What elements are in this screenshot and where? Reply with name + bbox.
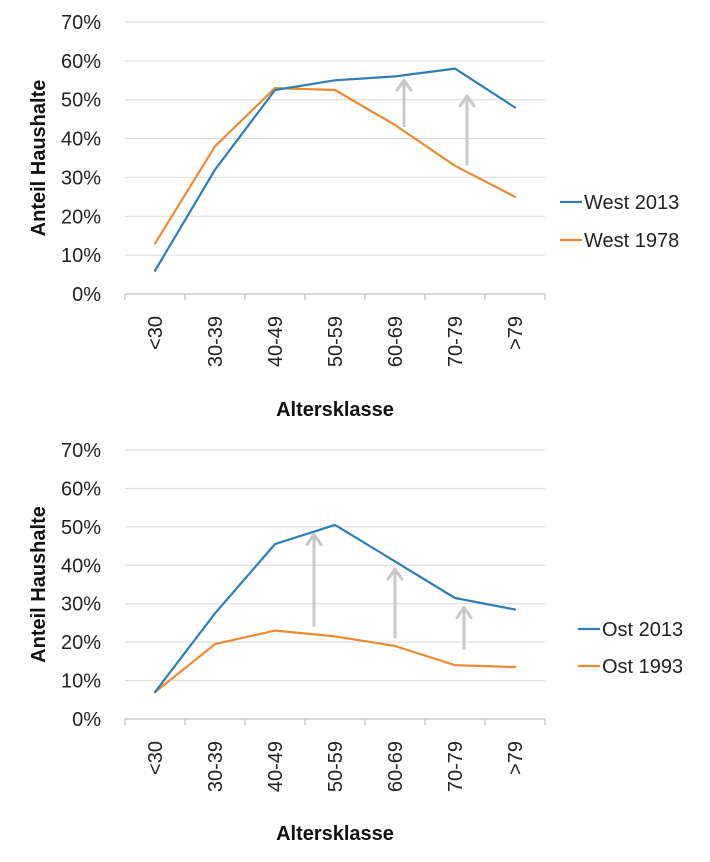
x-tick-label: 30-39 [205,741,227,792]
x-tick-label: >79 [505,741,527,775]
legend-label: West 1978 [584,230,679,252]
series-line-ost-2013 [153,523,517,694]
annotation-arrow [386,567,404,639]
y-tick-label: 70% [61,12,101,34]
y-tick-label: 10% [61,245,101,267]
y-tick-label: 20% [61,206,101,228]
legend-label: Ost 1993 [602,656,683,678]
x-tick-label: 40-49 [265,316,287,367]
annotation-arrow-head [455,606,473,620]
series-line-west-2013 [153,67,517,272]
annotation-arrow [455,606,473,650]
x-axis-title: Altersklasse [276,823,394,845]
x-tick-label: 70-79 [445,741,467,792]
x-axis-title: Altersklasse [276,399,394,421]
legend-label: West 2013 [584,192,679,214]
y-tick-label: 40% [61,555,101,577]
y-tick-label: 60% [61,51,101,73]
legend-item: Ost 1993 [578,656,683,678]
annotation-arrow-head [386,567,404,581]
x-tick-label: 50-59 [325,316,347,367]
y-tick-label: 40% [61,129,101,151]
annotation-arrow-head [305,533,323,547]
y-tick-label: 60% [61,478,101,500]
y-tick-label: 30% [61,594,101,616]
annotation-arrow [458,94,476,166]
series-line-west-1978 [153,86,517,245]
annotation-arrow [305,533,323,627]
legend-item: West 2013 [560,192,679,214]
annotation-arrow-head [458,94,476,108]
x-tick-label: <30 [145,741,167,775]
y-tick-label: 50% [61,90,101,112]
x-tick-label: <30 [145,316,167,350]
x-tick-label: 50-59 [325,741,347,792]
y-tick-label: 50% [61,517,101,539]
y-tick-label: 20% [61,632,101,654]
x-tick-label: 40-49 [265,741,287,792]
x-tick-label: >79 [505,316,527,350]
annotation-arrow-head [395,78,413,92]
x-tick-label: 60-69 [385,741,407,792]
y-tick-label: 0% [72,709,101,731]
legend-item: West 1978 [560,230,679,252]
x-tick-label: 70-79 [445,316,467,367]
y-tick-label: 0% [72,284,101,306]
y-axis-title: Anteil Haushalte [28,506,50,663]
chart-panel-2: 0% 10% 20% 30% 40% 50% 60% 70% <30 30-39 40-49 50-5… [28,440,683,845]
series-line-ost-1993 [153,629,517,694]
legend-label: Ost 2013 [602,619,683,641]
chart-panel-1: 0% 10% 20% 30% 40% 50% 60% 70% <30 30-39 40-49 50-5… [28,12,679,421]
x-tick-label: 30-39 [205,316,227,367]
y-tick-label: 10% [61,671,101,693]
annotation-arrow [395,78,413,127]
x-tick-label: 60-69 [385,316,407,367]
y-tick-label: 30% [61,167,101,189]
y-axis-title: Anteil Haushalte [28,80,50,237]
legend-item: Ost 2013 [578,619,683,641]
y-tick-label: 70% [61,440,101,462]
